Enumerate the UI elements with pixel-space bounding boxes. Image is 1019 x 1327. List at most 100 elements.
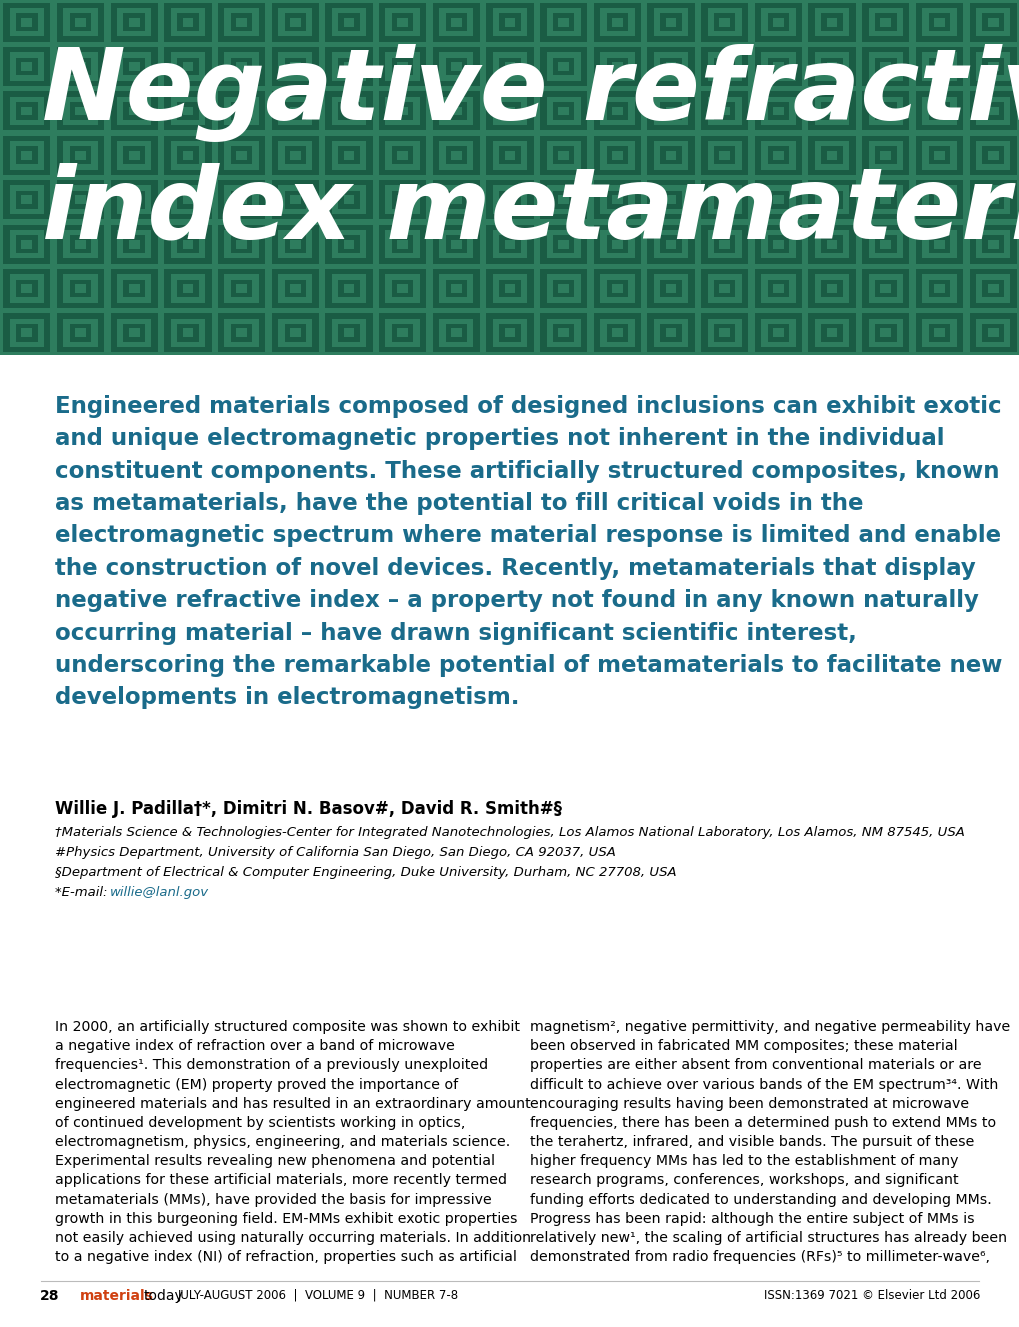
Bar [289, 284, 301, 293]
Bar [606, 57, 628, 76]
Text: magnetism², negative permittivity, and negative permeability have
been observed : magnetism², negative permittivity, and n… [530, 1020, 1009, 1265]
Bar [486, 224, 533, 264]
Bar [718, 62, 730, 72]
Bar [915, 135, 962, 175]
Bar [343, 328, 354, 337]
Text: Negative refractive: Negative refractive [42, 44, 1019, 142]
Bar [504, 195, 515, 204]
Bar [445, 146, 467, 165]
Bar [224, 97, 259, 125]
Bar [874, 235, 896, 253]
Bar [21, 106, 33, 115]
Bar [331, 52, 366, 81]
Bar [928, 280, 950, 297]
Bar [170, 97, 205, 125]
Bar [928, 57, 950, 76]
Bar [396, 17, 408, 27]
Bar [170, 318, 205, 348]
Bar [718, 151, 730, 159]
Bar [128, 284, 140, 293]
Bar [271, 46, 319, 86]
Bar [75, 240, 86, 248]
Bar [445, 57, 467, 76]
Bar [754, 92, 801, 130]
Bar [230, 324, 252, 341]
Bar [665, 240, 676, 248]
Bar [69, 13, 91, 31]
Bar [981, 146, 1003, 165]
Bar [325, 46, 372, 86]
Bar [3, 3, 50, 41]
Bar [16, 235, 38, 253]
Bar [445, 235, 467, 253]
Bar [123, 146, 145, 165]
Bar [385, 318, 420, 348]
Bar [593, 135, 640, 175]
Bar [713, 102, 735, 119]
Bar [814, 141, 849, 170]
Bar [975, 275, 1010, 303]
Bar [820, 13, 842, 31]
Bar [599, 52, 634, 81]
Bar [707, 230, 741, 259]
Bar [981, 235, 1003, 253]
Bar [236, 151, 247, 159]
Bar [486, 135, 533, 175]
Bar [16, 324, 38, 341]
Bar [767, 146, 789, 165]
Bar [928, 191, 950, 208]
Bar [236, 284, 247, 293]
Bar [504, 151, 515, 159]
Bar [504, 284, 515, 293]
Bar [552, 191, 574, 208]
Bar [75, 17, 86, 27]
Bar [611, 106, 623, 115]
Bar [915, 3, 962, 41]
Bar [271, 313, 319, 353]
Bar [814, 8, 849, 36]
Bar [915, 92, 962, 130]
Bar [915, 46, 962, 86]
Bar [110, 3, 158, 41]
Bar [271, 3, 319, 41]
Bar [713, 146, 735, 165]
Bar [826, 195, 837, 204]
Bar [117, 318, 151, 348]
Bar [969, 224, 1016, 264]
Bar [75, 62, 86, 72]
Bar [915, 269, 962, 308]
Bar [218, 135, 265, 175]
Bar [700, 46, 748, 86]
Bar [606, 280, 628, 297]
Bar [236, 106, 247, 115]
Bar [123, 280, 145, 297]
Bar [933, 240, 944, 248]
Bar [820, 324, 842, 341]
Text: †Materials Science & Technologies-Center for Integrated Nanotechnologies, Los Al: †Materials Science & Technologies-Center… [55, 825, 964, 839]
Bar [391, 324, 413, 341]
Bar [606, 235, 628, 253]
Bar [808, 180, 855, 219]
Bar [271, 269, 319, 308]
Bar [713, 57, 735, 76]
Bar [760, 141, 795, 170]
Bar [486, 313, 533, 353]
Bar [760, 52, 795, 81]
Bar [718, 328, 730, 337]
Bar [754, 269, 801, 308]
Bar [236, 62, 247, 72]
Bar [63, 318, 98, 348]
Bar [9, 275, 44, 303]
Bar [224, 275, 259, 303]
Bar [874, 102, 896, 119]
Bar [659, 191, 681, 208]
Text: ISSN:1369 7021 © Elsevier Ltd 2006: ISSN:1369 7021 © Elsevier Ltd 2006 [763, 1289, 979, 1302]
Bar [599, 8, 634, 36]
Bar [539, 92, 587, 130]
Bar [611, 62, 623, 72]
Bar [16, 146, 38, 165]
Bar [498, 146, 521, 165]
Bar [969, 92, 1016, 130]
Bar [338, 146, 360, 165]
Bar [224, 52, 259, 81]
